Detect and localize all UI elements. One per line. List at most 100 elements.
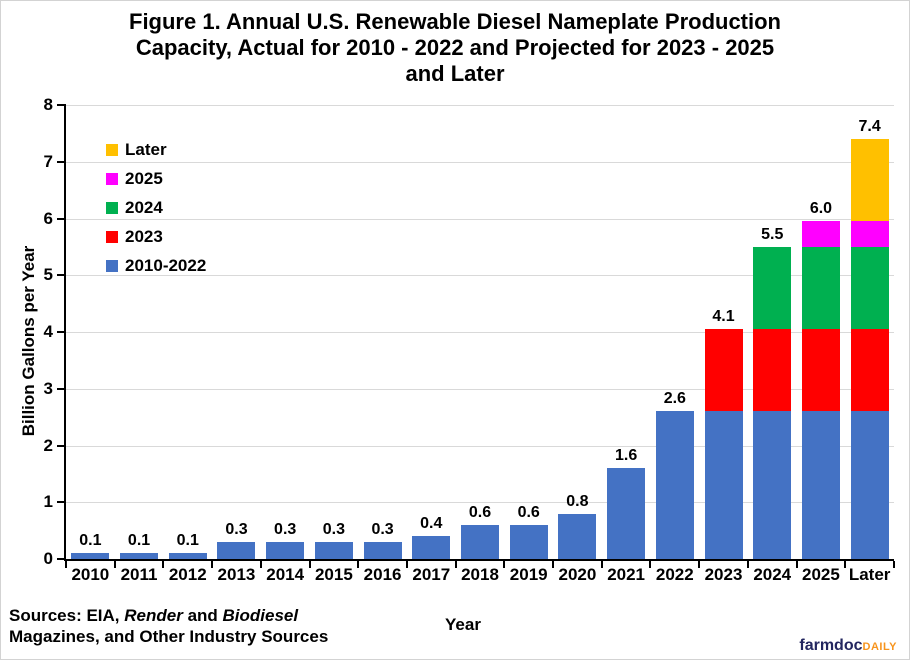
bar-segment	[509, 524, 548, 559]
bar-value-label: 0.1	[127, 532, 151, 550]
gridline	[66, 275, 894, 277]
x-axis-tick	[211, 561, 214, 568]
bar-segment	[850, 329, 889, 412]
y-tick-label: 2	[43, 435, 53, 455]
y-axis-tick-labels: 0 1 2 3 4 5 6 7 8	[25, 95, 53, 568]
sources-text-part: Biodiesel	[222, 606, 299, 625]
y-axis-tick	[57, 558, 66, 560]
x-axis-tick-labels: 2010 2011 2012 2013 2014 2015 2016 2017 2018 2019…	[66, 565, 894, 587]
bar-value-label: 0.1	[79, 532, 102, 550]
bar-segment	[850, 246, 889, 330]
x-axis-tick	[259, 561, 262, 568]
bar-value-label: 6.0	[809, 200, 833, 218]
bar-segment	[801, 246, 840, 330]
bar-segment	[801, 411, 840, 559]
legend-item: 2023	[106, 222, 206, 251]
sources-line-2: Magazines, and Other Industry Sources	[9, 627, 329, 646]
legend-item: 2010-2022	[106, 251, 206, 280]
legend-item: Later	[106, 135, 206, 164]
x-axis-tick	[357, 561, 360, 568]
bar-segment	[704, 411, 743, 559]
y-tick-label: 0	[43, 549, 53, 568]
gridline	[66, 161, 894, 163]
x-tick-label: 2016	[363, 565, 402, 584]
bar-segment	[850, 221, 889, 247]
y-axis-tick	[57, 387, 66, 390]
chart-title: Figure 1. Annual U.S. Renewable Diesel N…	[1, 9, 909, 87]
x-tick-label: 2021	[607, 565, 646, 584]
legend-swatch	[106, 230, 118, 243]
y-axis-tick	[57, 217, 66, 220]
gridline	[66, 105, 894, 106]
bar-segment	[217, 541, 256, 559]
y-axis-tick	[57, 274, 66, 277]
x-axis-tick	[844, 561, 847, 568]
y-axis-tick	[57, 104, 66, 106]
bar-value-label: 0.8	[566, 492, 589, 510]
x-axis-title: Year	[445, 615, 481, 634]
y-tick-label: 3	[43, 378, 53, 398]
bar-segment	[266, 541, 305, 559]
legend-label: Later	[125, 139, 167, 159]
x-tick-label: Later	[848, 565, 891, 584]
y-axis-tick	[57, 160, 66, 163]
farmdoc-daily-logo: farmdocDAILY	[799, 637, 897, 655]
bar-value-label: 0.3	[274, 520, 297, 538]
gridline	[66, 502, 894, 504]
chart-title-line-3: and Later	[405, 61, 505, 86]
x-tick-label: 2025	[802, 565, 840, 584]
farmdoc-wordmark: farmdoc	[799, 637, 863, 654]
legend-item: 2024	[106, 193, 206, 222]
y-axis-tick	[57, 501, 66, 504]
bar-value-label: 0.6	[468, 503, 492, 521]
gridline	[66, 332, 894, 333]
y-tick-label: 4	[43, 322, 53, 341]
bar-segment	[607, 468, 646, 559]
legend-swatch	[106, 143, 118, 156]
x-axis-tick	[308, 561, 311, 568]
bar-value-label: 0.3	[322, 520, 345, 538]
x-tick-label: 2013	[217, 565, 256, 584]
bar-segment	[753, 411, 792, 559]
bar-segment	[655, 411, 694, 559]
y-tick-label: 8	[43, 95, 53, 114]
x-axis-tick	[503, 561, 506, 568]
gridline	[66, 388, 894, 390]
x-axis-tick	[746, 561, 749, 568]
plot-area: Later 2025 2024 2023 2010-2022 0.1 0.1 0.1 0.3 0…	[57, 104, 895, 568]
bar-segment	[558, 513, 597, 559]
x-tick-label: 2020	[558, 565, 597, 584]
x-tick-label: 2011	[120, 565, 158, 584]
legend-label: 2025	[125, 168, 163, 188]
bar-segment	[801, 221, 840, 247]
bar-value-label: 0.1	[176, 532, 199, 550]
daily-wordmark: DAILY	[862, 641, 897, 653]
y-axis-tick	[57, 331, 66, 333]
legend: Later 2025 2024 2023 2010-2022	[106, 135, 206, 280]
bar-segment	[850, 411, 889, 559]
x-axis-tick	[162, 561, 165, 568]
x-axis-tick	[600, 561, 603, 568]
bar-segment	[412, 536, 451, 559]
x-tick-label: 2012	[168, 565, 207, 584]
bar-segment	[120, 553, 159, 559]
gridline	[66, 218, 894, 220]
y-tick-label: 6	[43, 208, 53, 228]
x-tick-label: 2015	[314, 565, 353, 584]
x-axis-tick	[698, 561, 701, 568]
bar-value-label: 2.6	[663, 390, 686, 408]
x-axis-tick	[552, 561, 555, 568]
bar-segment	[753, 329, 792, 412]
chart-title-line-1: Figure 1. Annual U.S. Renewable Diesel N…	[129, 9, 781, 34]
x-tick-label: 2014	[266, 565, 305, 584]
legend-item: 2025	[106, 164, 206, 193]
bar-value-label: 0.4	[420, 515, 443, 533]
legend-label: 2023	[125, 226, 163, 246]
x-tick-label: 2022	[655, 565, 694, 584]
x-axis-tick	[113, 561, 116, 568]
x-tick-label: 2024	[753, 565, 792, 584]
chart-title-line-2: Capacity, Actual for 2010 - 2022 and Pro…	[135, 35, 775, 60]
bar-value-label: 5.5	[761, 225, 784, 243]
y-tick-label: 1	[43, 492, 53, 512]
